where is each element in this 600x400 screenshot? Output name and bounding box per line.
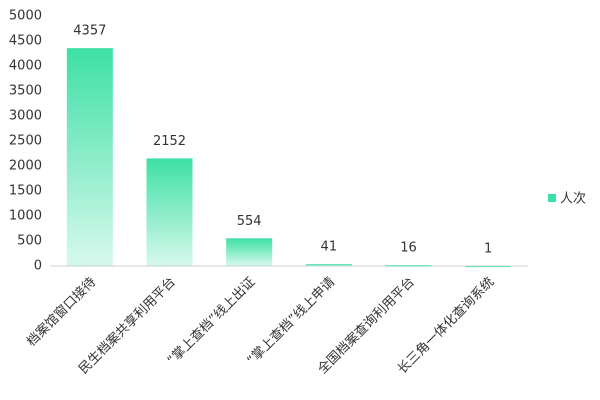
x-tick-label: 档案馆窗口接待 xyxy=(23,274,99,350)
y-tick-label: 1000 xyxy=(9,209,42,224)
data-label: 554 xyxy=(237,214,262,229)
y-tick-label: 4500 xyxy=(9,34,42,49)
y-tick-label: 5000 xyxy=(9,9,42,24)
bar xyxy=(66,48,113,267)
legend-swatch xyxy=(548,194,556,202)
legend-label: 人次 xyxy=(560,191,586,207)
bar xyxy=(465,265,512,268)
data-label: 1 xyxy=(484,241,492,256)
bar xyxy=(226,238,273,266)
data-label: 16 xyxy=(400,241,417,256)
y-tick-label: 2000 xyxy=(9,159,42,174)
y-tick-label: 500 xyxy=(17,234,42,249)
y-tick-label: 0 xyxy=(34,259,42,274)
data-label: 2152 xyxy=(153,134,186,149)
y-tick-label: 1500 xyxy=(9,184,42,199)
data-label: 4357 xyxy=(73,24,106,39)
y-tick-label: 4000 xyxy=(9,59,42,74)
x-tick-label: “掌上查档”线上出证 xyxy=(165,275,259,369)
y-tick-label: 2500 xyxy=(9,134,42,149)
y-tick-label: 3500 xyxy=(9,84,42,99)
bar xyxy=(146,158,193,266)
bar xyxy=(385,265,432,267)
data-label: 41 xyxy=(321,239,338,254)
x-tick-label: “掌上查档”线上申请 xyxy=(244,275,338,369)
y-tick-label: 3000 xyxy=(9,109,42,124)
bar xyxy=(305,263,352,266)
